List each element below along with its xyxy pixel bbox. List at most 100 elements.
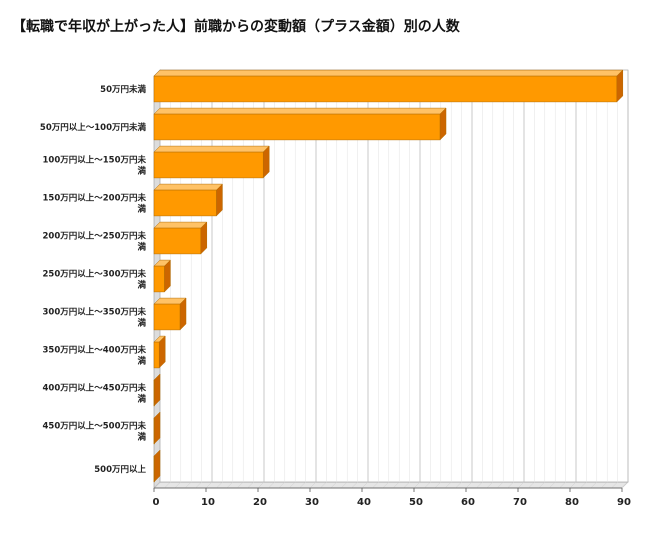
x-tick-label: 50 xyxy=(409,497,423,508)
floor-gridline xyxy=(528,481,535,489)
floor-gridline xyxy=(549,481,556,489)
bar-side xyxy=(179,297,187,331)
floor-gridline xyxy=(289,481,296,489)
floor-gridline xyxy=(330,481,337,489)
bar-side xyxy=(164,259,171,293)
floor-gridline xyxy=(216,481,223,489)
chart-floor xyxy=(153,481,629,489)
floor-gridline xyxy=(434,481,441,489)
bar xyxy=(153,303,181,331)
category-label: 100万円以上～150万円未 xyxy=(43,155,147,166)
x-tick-label: 80 xyxy=(565,497,579,508)
floor-gridline xyxy=(559,481,566,489)
floor-gridline xyxy=(507,481,514,489)
category-label: 300万円以上～350万円未 xyxy=(43,307,147,318)
x-tick-label: 40 xyxy=(357,497,371,508)
floor-gridline xyxy=(403,481,410,489)
category-label: 250万円以上～300万円未 xyxy=(43,269,147,280)
x-tick-label: 20 xyxy=(253,497,267,508)
floor-gridline xyxy=(309,481,317,489)
category-label: 満 xyxy=(137,318,146,329)
bar-side xyxy=(158,335,166,369)
floor-gridline xyxy=(226,481,233,489)
category-label: 200万円以上～250万円未 xyxy=(43,231,147,242)
floor-gridline xyxy=(205,481,213,489)
bar-side xyxy=(262,145,270,179)
category-label: 500万円以上 xyxy=(94,464,146,475)
category-label: 満 xyxy=(137,432,146,443)
floor-gridline xyxy=(361,481,369,489)
bar xyxy=(153,75,618,103)
floor-gridline xyxy=(268,481,275,489)
bar-side xyxy=(216,183,223,217)
bar-top xyxy=(153,183,224,191)
floor-gridline xyxy=(174,481,181,489)
bar xyxy=(153,113,441,141)
floor-gridline xyxy=(590,481,597,489)
floor-gridline xyxy=(153,481,161,489)
bar xyxy=(153,455,155,483)
category-label: 満 xyxy=(137,242,146,253)
category-label: 満 xyxy=(137,204,146,215)
floor-gridline xyxy=(278,481,285,489)
bar-side xyxy=(616,69,624,103)
floor-gridline xyxy=(372,481,379,489)
category-label: 満 xyxy=(137,394,146,405)
x-tick-label: 0 xyxy=(153,497,160,508)
bar xyxy=(153,189,217,217)
x-tick-label: 30 xyxy=(305,497,319,508)
floor-gridline xyxy=(185,481,192,489)
floor-gridline xyxy=(382,481,389,489)
category-label: 50万円以上～100万円未満 xyxy=(40,122,147,133)
floor-gridline xyxy=(237,481,244,489)
category-label: 350万円以上～400万円未 xyxy=(43,345,147,356)
bar-side xyxy=(153,373,161,407)
floor-gridline xyxy=(299,481,306,489)
x-tick-label: 90 xyxy=(617,497,631,508)
bar xyxy=(153,151,264,179)
floor-gridline xyxy=(486,481,493,489)
floor-gridline xyxy=(465,481,473,489)
floor-gridline xyxy=(164,481,171,489)
floor-gridline xyxy=(497,481,504,489)
bar-side xyxy=(153,411,161,445)
category-label: 450万円以上～500万円未 xyxy=(43,421,147,432)
category-label: 満 xyxy=(137,280,146,291)
bar xyxy=(153,417,155,445)
bar xyxy=(153,379,155,407)
floor-gridline xyxy=(445,481,452,489)
bar-top xyxy=(153,221,208,229)
x-tick-label: 10 xyxy=(201,497,215,508)
floor-gridline xyxy=(601,481,608,489)
floor-gridline xyxy=(341,481,348,489)
bar-top xyxy=(153,69,624,77)
floor-gridline xyxy=(476,481,483,489)
bar xyxy=(153,227,202,255)
floor-gridline xyxy=(611,481,618,489)
bar-side xyxy=(200,221,208,255)
floor-gridline xyxy=(569,481,577,489)
bar-side xyxy=(439,107,447,141)
floor-gridline xyxy=(351,481,358,489)
x-tick-label: 70 xyxy=(513,497,527,508)
floor-gridline xyxy=(517,481,525,489)
category-label: 150万円以上～200万円未 xyxy=(43,193,147,204)
floor-gridline xyxy=(455,481,462,489)
category-label: 満 xyxy=(137,356,146,367)
floor-gridline xyxy=(580,481,587,489)
x-tick-label: 60 xyxy=(461,497,475,508)
bar xyxy=(153,341,160,369)
category-label: 50万円未満 xyxy=(100,84,146,95)
floor-gridline xyxy=(621,481,629,489)
floor-gridline xyxy=(247,481,254,489)
floor-gridline xyxy=(424,481,431,489)
bar xyxy=(153,265,165,293)
floor-gridline xyxy=(320,481,327,489)
category-label: 満 xyxy=(137,166,146,177)
chart-title: 【転職で年収が上がった人】前職からの変動額（プラス金額）別の人数 xyxy=(12,19,460,35)
bar-side xyxy=(153,449,161,483)
category-label: 400万円以上～450万円未 xyxy=(43,383,147,394)
floor-gridline xyxy=(538,481,545,489)
floor-gridline xyxy=(195,481,202,489)
